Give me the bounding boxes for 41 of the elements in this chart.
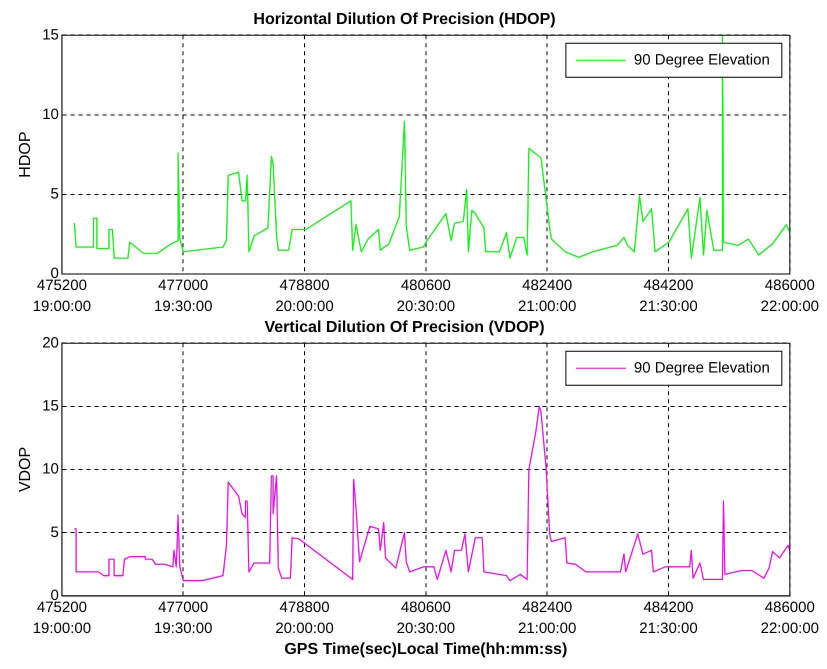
x-tick-label: 486000 bbox=[764, 277, 815, 294]
chart-title: Horizontal Dilution Of Precision (HDOP) bbox=[253, 11, 556, 28]
x2-tick-label: 19:30:00 bbox=[154, 620, 212, 637]
x2-tick-label: 19:00:00 bbox=[32, 298, 92, 316]
x2-tick-label: 21:30:00 bbox=[639, 298, 698, 316]
x-axis-title: GPS Time(sec)Local Time(hh:mm:ss) bbox=[284, 640, 568, 658]
x-tick-label: 477000 bbox=[158, 277, 208, 294]
y-tick-label: 10 bbox=[42, 460, 59, 478]
x-tick-label: 484200 bbox=[643, 598, 694, 616]
x2-tick-label: 19:30:00 bbox=[154, 298, 212, 316]
legend-label: 90 Degree Elevation bbox=[634, 359, 770, 376]
x-tick-label: 480600 bbox=[400, 277, 451, 294]
x-tick-label: 482400 bbox=[522, 598, 572, 616]
x-tick-label: 480600 bbox=[400, 598, 451, 616]
x-tick-label: 478800 bbox=[279, 277, 330, 294]
x2-tick-label: 19:00:00 bbox=[32, 620, 92, 637]
x-tick-label: 475200 bbox=[36, 598, 87, 616]
x-tick-label: 482400 bbox=[522, 277, 572, 294]
y-tick-label: 20 bbox=[42, 334, 59, 352]
x-tick-label: 484200 bbox=[643, 277, 694, 294]
x-tick-label: 486000 bbox=[764, 598, 815, 616]
y-tick-label: 15 bbox=[42, 26, 59, 44]
x2-tick-label: 22:00:00 bbox=[760, 298, 819, 316]
x2-tick-label: 22:00:00 bbox=[760, 620, 819, 637]
x2-tick-label: 21:00:00 bbox=[518, 620, 576, 637]
x2-tick-label: 21:30:00 bbox=[639, 620, 698, 637]
x2-tick-label: 20:30:00 bbox=[396, 298, 456, 316]
y-tick-label: 5 bbox=[50, 524, 59, 541]
x-tick-label: 478800 bbox=[279, 598, 330, 616]
y-tick-label: 15 bbox=[42, 397, 59, 414]
y-tick-label: 10 bbox=[42, 106, 59, 123]
x-tick-label: 477000 bbox=[158, 598, 208, 616]
chart-title: Vertical Dilution Of Precision (VDOP) bbox=[264, 319, 545, 336]
x2-tick-label: 20:00:00 bbox=[275, 298, 334, 316]
x2-tick-label: 20:00:00 bbox=[275, 620, 334, 637]
x2-tick-label: 20:30:00 bbox=[396, 620, 456, 637]
y-axis-title: VDOP bbox=[17, 446, 34, 492]
y-tick-label: 5 bbox=[50, 186, 59, 203]
y-axis-title: HDOP bbox=[17, 131, 34, 178]
legend-label: 90 Degree Elevation bbox=[634, 51, 770, 68]
x2-tick-label: 21:00:00 bbox=[518, 298, 576, 316]
